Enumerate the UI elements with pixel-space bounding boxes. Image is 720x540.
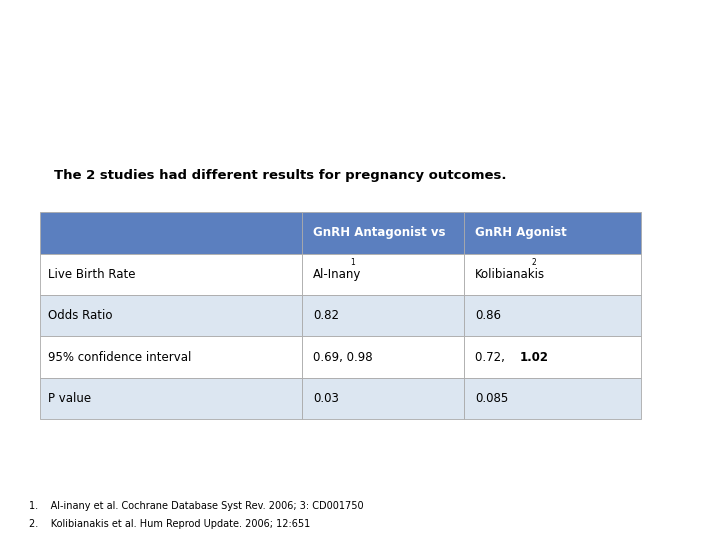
- Text: 0.085: 0.085: [475, 392, 508, 405]
- Text: Kolibianakis: Kolibianakis: [475, 268, 545, 281]
- FancyBboxPatch shape: [464, 378, 641, 419]
- Text: 0.72,: 0.72,: [475, 350, 509, 363]
- FancyBboxPatch shape: [302, 212, 464, 254]
- FancyBboxPatch shape: [40, 212, 302, 254]
- Text: 0.86: 0.86: [475, 309, 501, 322]
- FancyBboxPatch shape: [302, 254, 464, 295]
- FancyBboxPatch shape: [40, 336, 302, 378]
- FancyBboxPatch shape: [40, 378, 302, 419]
- FancyBboxPatch shape: [302, 295, 464, 336]
- Text: 0.82: 0.82: [313, 309, 339, 322]
- FancyBboxPatch shape: [40, 295, 302, 336]
- Text: 0.69, 0.98: 0.69, 0.98: [313, 350, 373, 363]
- FancyBboxPatch shape: [464, 212, 641, 254]
- FancyBboxPatch shape: [40, 254, 302, 295]
- Text: Odds Ratio: Odds Ratio: [48, 309, 113, 322]
- Text: Meta-analysis of GnRH anatagonists vs: Meta-analysis of GnRH anatagonists vs: [29, 31, 520, 51]
- Text: The 2 studies had different results for pregnancy outcomes.: The 2 studies had different results for …: [54, 170, 506, 183]
- Text: 95% confidence interval: 95% confidence interval: [48, 350, 192, 363]
- Text: 1.    Al-inany et al. Cochrane Database Syst Rev. 2006; 3: CD001750: 1. Al-inany et al. Cochrane Database Sys…: [29, 501, 364, 511]
- FancyBboxPatch shape: [464, 336, 641, 378]
- FancyBboxPatch shape: [302, 336, 464, 378]
- Text: Al-Inany: Al-Inany: [313, 268, 361, 281]
- Text: GnRH agonists: Pregnancy Outcomes: GnRH agonists: Pregnancy Outcomes: [29, 89, 496, 109]
- Text: Live Birth Rate: Live Birth Rate: [48, 268, 136, 281]
- Text: 0.03: 0.03: [313, 392, 339, 405]
- Text: 2.    Kolibianakis et al. Hum Reprod Update. 2006; 12:651: 2. Kolibianakis et al. Hum Reprod Update…: [29, 519, 310, 529]
- Text: 1: 1: [351, 258, 356, 267]
- Text: P value: P value: [48, 392, 91, 405]
- FancyBboxPatch shape: [464, 254, 641, 295]
- FancyBboxPatch shape: [464, 295, 641, 336]
- Text: GnRH Antagonist vs: GnRH Antagonist vs: [313, 226, 446, 239]
- Text: GnRH Agonist: GnRH Agonist: [475, 226, 567, 239]
- Text: 1.02: 1.02: [520, 350, 549, 363]
- Text: 2: 2: [531, 258, 536, 267]
- FancyBboxPatch shape: [302, 378, 464, 419]
